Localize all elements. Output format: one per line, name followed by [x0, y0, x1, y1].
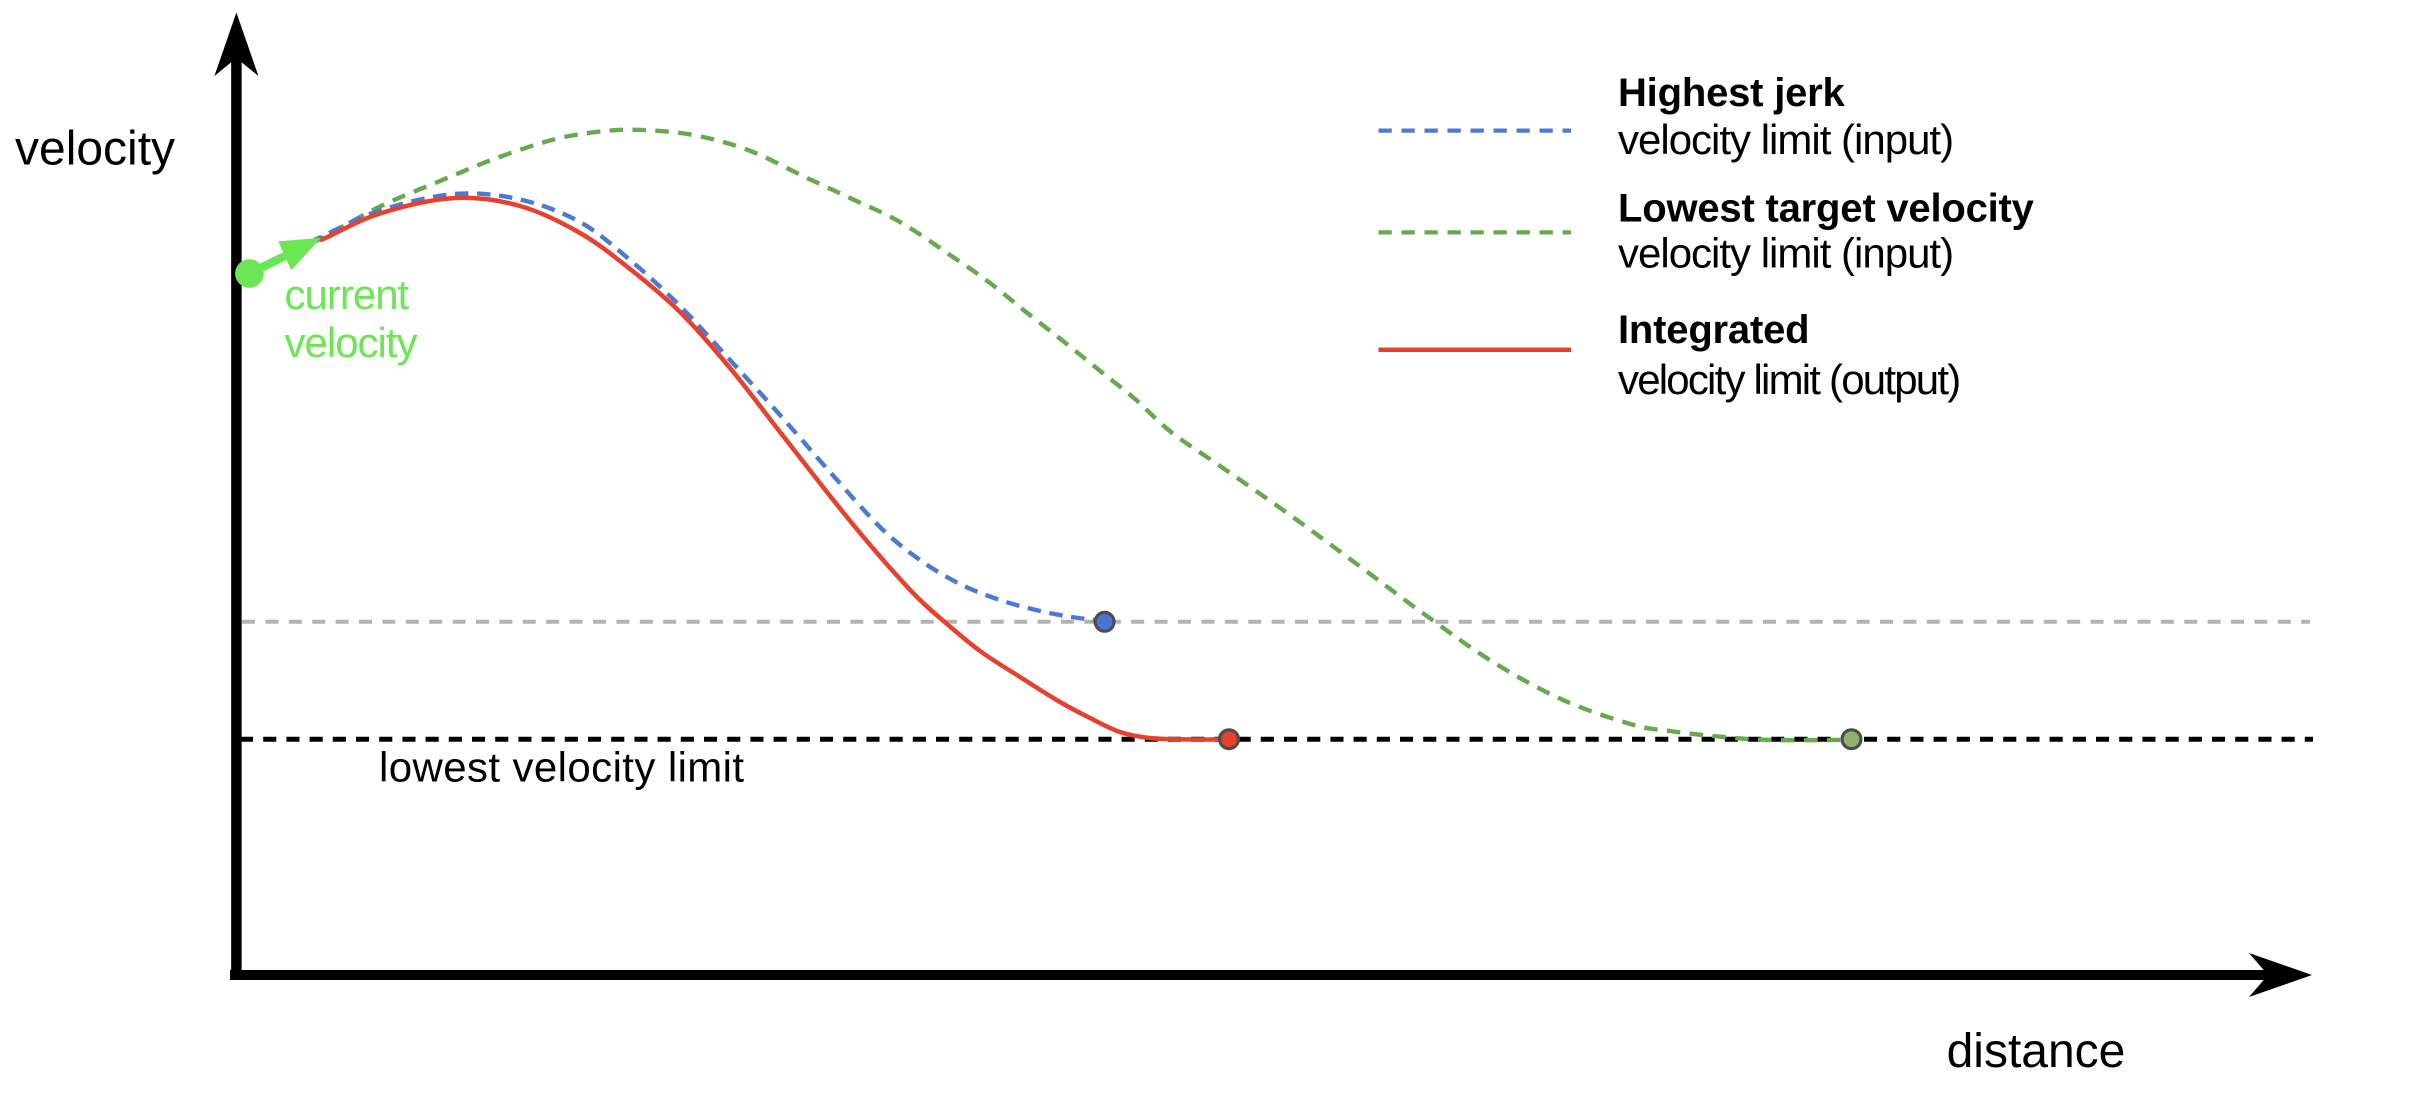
- svg-text:velocity: velocity: [15, 122, 175, 175]
- svg-text:velocity limit (output): velocity limit (output): [1618, 356, 1959, 403]
- svg-text:velocity limit (input): velocity limit (input): [1618, 116, 1953, 163]
- svg-text:current: current: [285, 271, 410, 318]
- svg-text:Highest jerk: Highest jerk: [1618, 71, 1846, 115]
- svg-text:velocity: velocity: [285, 319, 418, 366]
- svg-text:velocity limit (input): velocity limit (input): [1618, 230, 1953, 277]
- svg-text:lowest velocity limit: lowest velocity limit: [379, 744, 744, 791]
- svg-text:Integrated: Integrated: [1618, 308, 1809, 352]
- svg-text:distance: distance: [1947, 1025, 2126, 1078]
- svg-text:Lowest target velocity: Lowest target velocity: [1618, 187, 2035, 231]
